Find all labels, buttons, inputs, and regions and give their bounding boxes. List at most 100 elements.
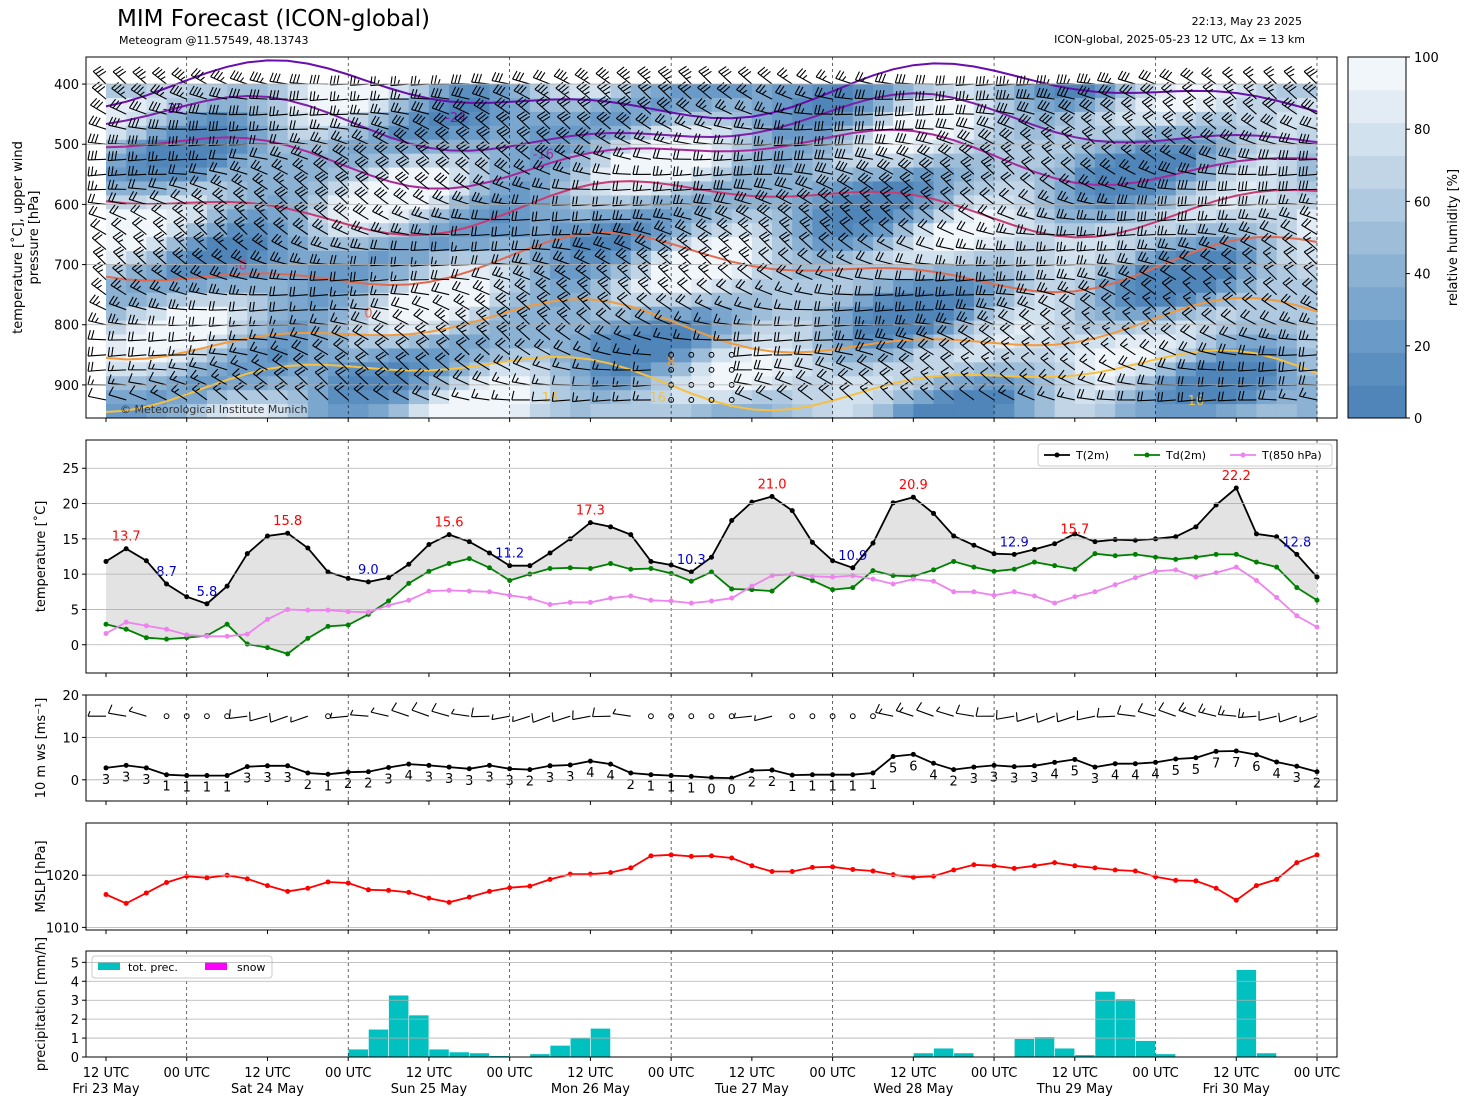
humidity-cell: [711, 306, 733, 322]
humidity-cell: [953, 334, 975, 349]
beaufort-label: 4: [405, 769, 413, 784]
humidity-cell: [1296, 195, 1318, 210]
humidity-cell: [449, 125, 470, 141]
colorbar-segment: [1348, 352, 1406, 386]
beaufort-label: 3: [485, 770, 493, 785]
x-day-label: Sat 24 May: [231, 1082, 304, 1097]
data-point: [1233, 897, 1239, 903]
wind-barb: [1283, 65, 1298, 85]
humidity-cell: [1115, 125, 1136, 141]
humidity-cell: [206, 181, 228, 196]
humidity-cell: [570, 348, 591, 363]
data-point: [1052, 563, 1058, 569]
min-label: 5.8: [197, 585, 218, 600]
humidity-cell: [953, 320, 975, 336]
humidity-cell: [953, 209, 975, 224]
max-label: 20.9: [899, 478, 928, 493]
humidity-cell: [307, 278, 329, 294]
wind-barb: [776, 67, 793, 85]
data-point: [1052, 541, 1058, 547]
y-tick-label: 5: [71, 603, 79, 618]
data-point: [527, 563, 533, 569]
humidity-cell: [1115, 97, 1136, 113]
data-point: [688, 600, 694, 606]
humidity-cell: [1155, 320, 1177, 336]
humidity-cell: [267, 278, 289, 294]
humidity-cell: [1094, 348, 1116, 363]
wind-barb: [112, 66, 127, 85]
humidity-cell: [953, 390, 975, 405]
humidity-cell: [550, 320, 571, 336]
humidity-cell: [388, 251, 410, 266]
data-point: [285, 530, 291, 536]
humidity-cell: [1236, 362, 1257, 377]
humidity-cell: [348, 334, 369, 349]
humidity-cell: [1074, 237, 1096, 252]
data-point: [648, 566, 654, 572]
humidity-cell: [933, 278, 955, 294]
humidity-cell: [1236, 390, 1257, 405]
humidity-cell: [772, 404, 793, 418]
data-point: [143, 635, 149, 641]
humidity-cell: [449, 376, 470, 391]
wind-barb: [551, 712, 571, 723]
min-label: 10.3: [677, 553, 706, 568]
data-point: [1112, 582, 1118, 588]
humidity-cell: [893, 195, 914, 210]
humidity-cell: [247, 84, 268, 99]
humidity-cell: [449, 334, 470, 349]
data-point: [608, 870, 614, 876]
y-tick-label: 1020: [46, 869, 79, 884]
humidity-cell: [1094, 320, 1116, 336]
x-tick-label: 12 UTC: [567, 1066, 613, 1081]
humidity-cell: [186, 223, 208, 238]
wind-barb: [1137, 703, 1156, 717]
data-point: [143, 558, 149, 564]
humidity-cell: [307, 195, 329, 210]
wind-barb: [1096, 707, 1116, 718]
data-point: [729, 595, 735, 601]
humidity-cell: [146, 292, 168, 308]
humidity-cell: [1054, 251, 1076, 266]
humidity-cell: [1115, 264, 1136, 280]
humidity-cell: [368, 264, 390, 280]
wind-barb: [531, 713, 551, 723]
humidity-cell: [1014, 251, 1035, 266]
humidity-cell: [247, 404, 268, 418]
humidity-cell: [1195, 181, 1217, 196]
humidity-cell: [146, 334, 168, 349]
humidity-cell: [994, 251, 1015, 266]
humidity-cell: [1256, 320, 1278, 336]
humidity-cell: [388, 320, 410, 336]
humidity-cell: [1094, 376, 1116, 391]
wind-barb: [91, 81, 107, 100]
humidity-cell: [206, 111, 228, 127]
data-point: [1112, 537, 1118, 543]
data-point: [1294, 551, 1300, 557]
humidity-cell: [994, 195, 1015, 210]
humidity-cell: [186, 264, 208, 280]
humidity-cell: [428, 264, 450, 280]
humidity-cell: [267, 292, 289, 308]
colorbar-segment: [1348, 122, 1406, 156]
data-point: [547, 763, 553, 769]
data-point: [103, 558, 109, 564]
humidity-cell: [973, 195, 995, 210]
humidity-cell: [1135, 153, 1157, 169]
wind-barb: [269, 713, 288, 723]
humidity-cell: [994, 404, 1015, 418]
wind-barb: [1035, 713, 1055, 723]
humidity-cell: [106, 278, 127, 294]
wind-barb: [1097, 71, 1116, 85]
humidity-cell: [287, 404, 309, 418]
humidity-cell: [408, 251, 430, 266]
humidity-cell: [206, 390, 228, 405]
humidity-cell: [126, 251, 147, 266]
humidity-cell: [792, 223, 813, 238]
humidity-cell: [590, 376, 612, 391]
humidity-cell: [328, 97, 349, 113]
humidity-cell: [1175, 404, 1197, 418]
humidity-cell: [126, 306, 147, 322]
humidity-cell: [307, 390, 329, 405]
